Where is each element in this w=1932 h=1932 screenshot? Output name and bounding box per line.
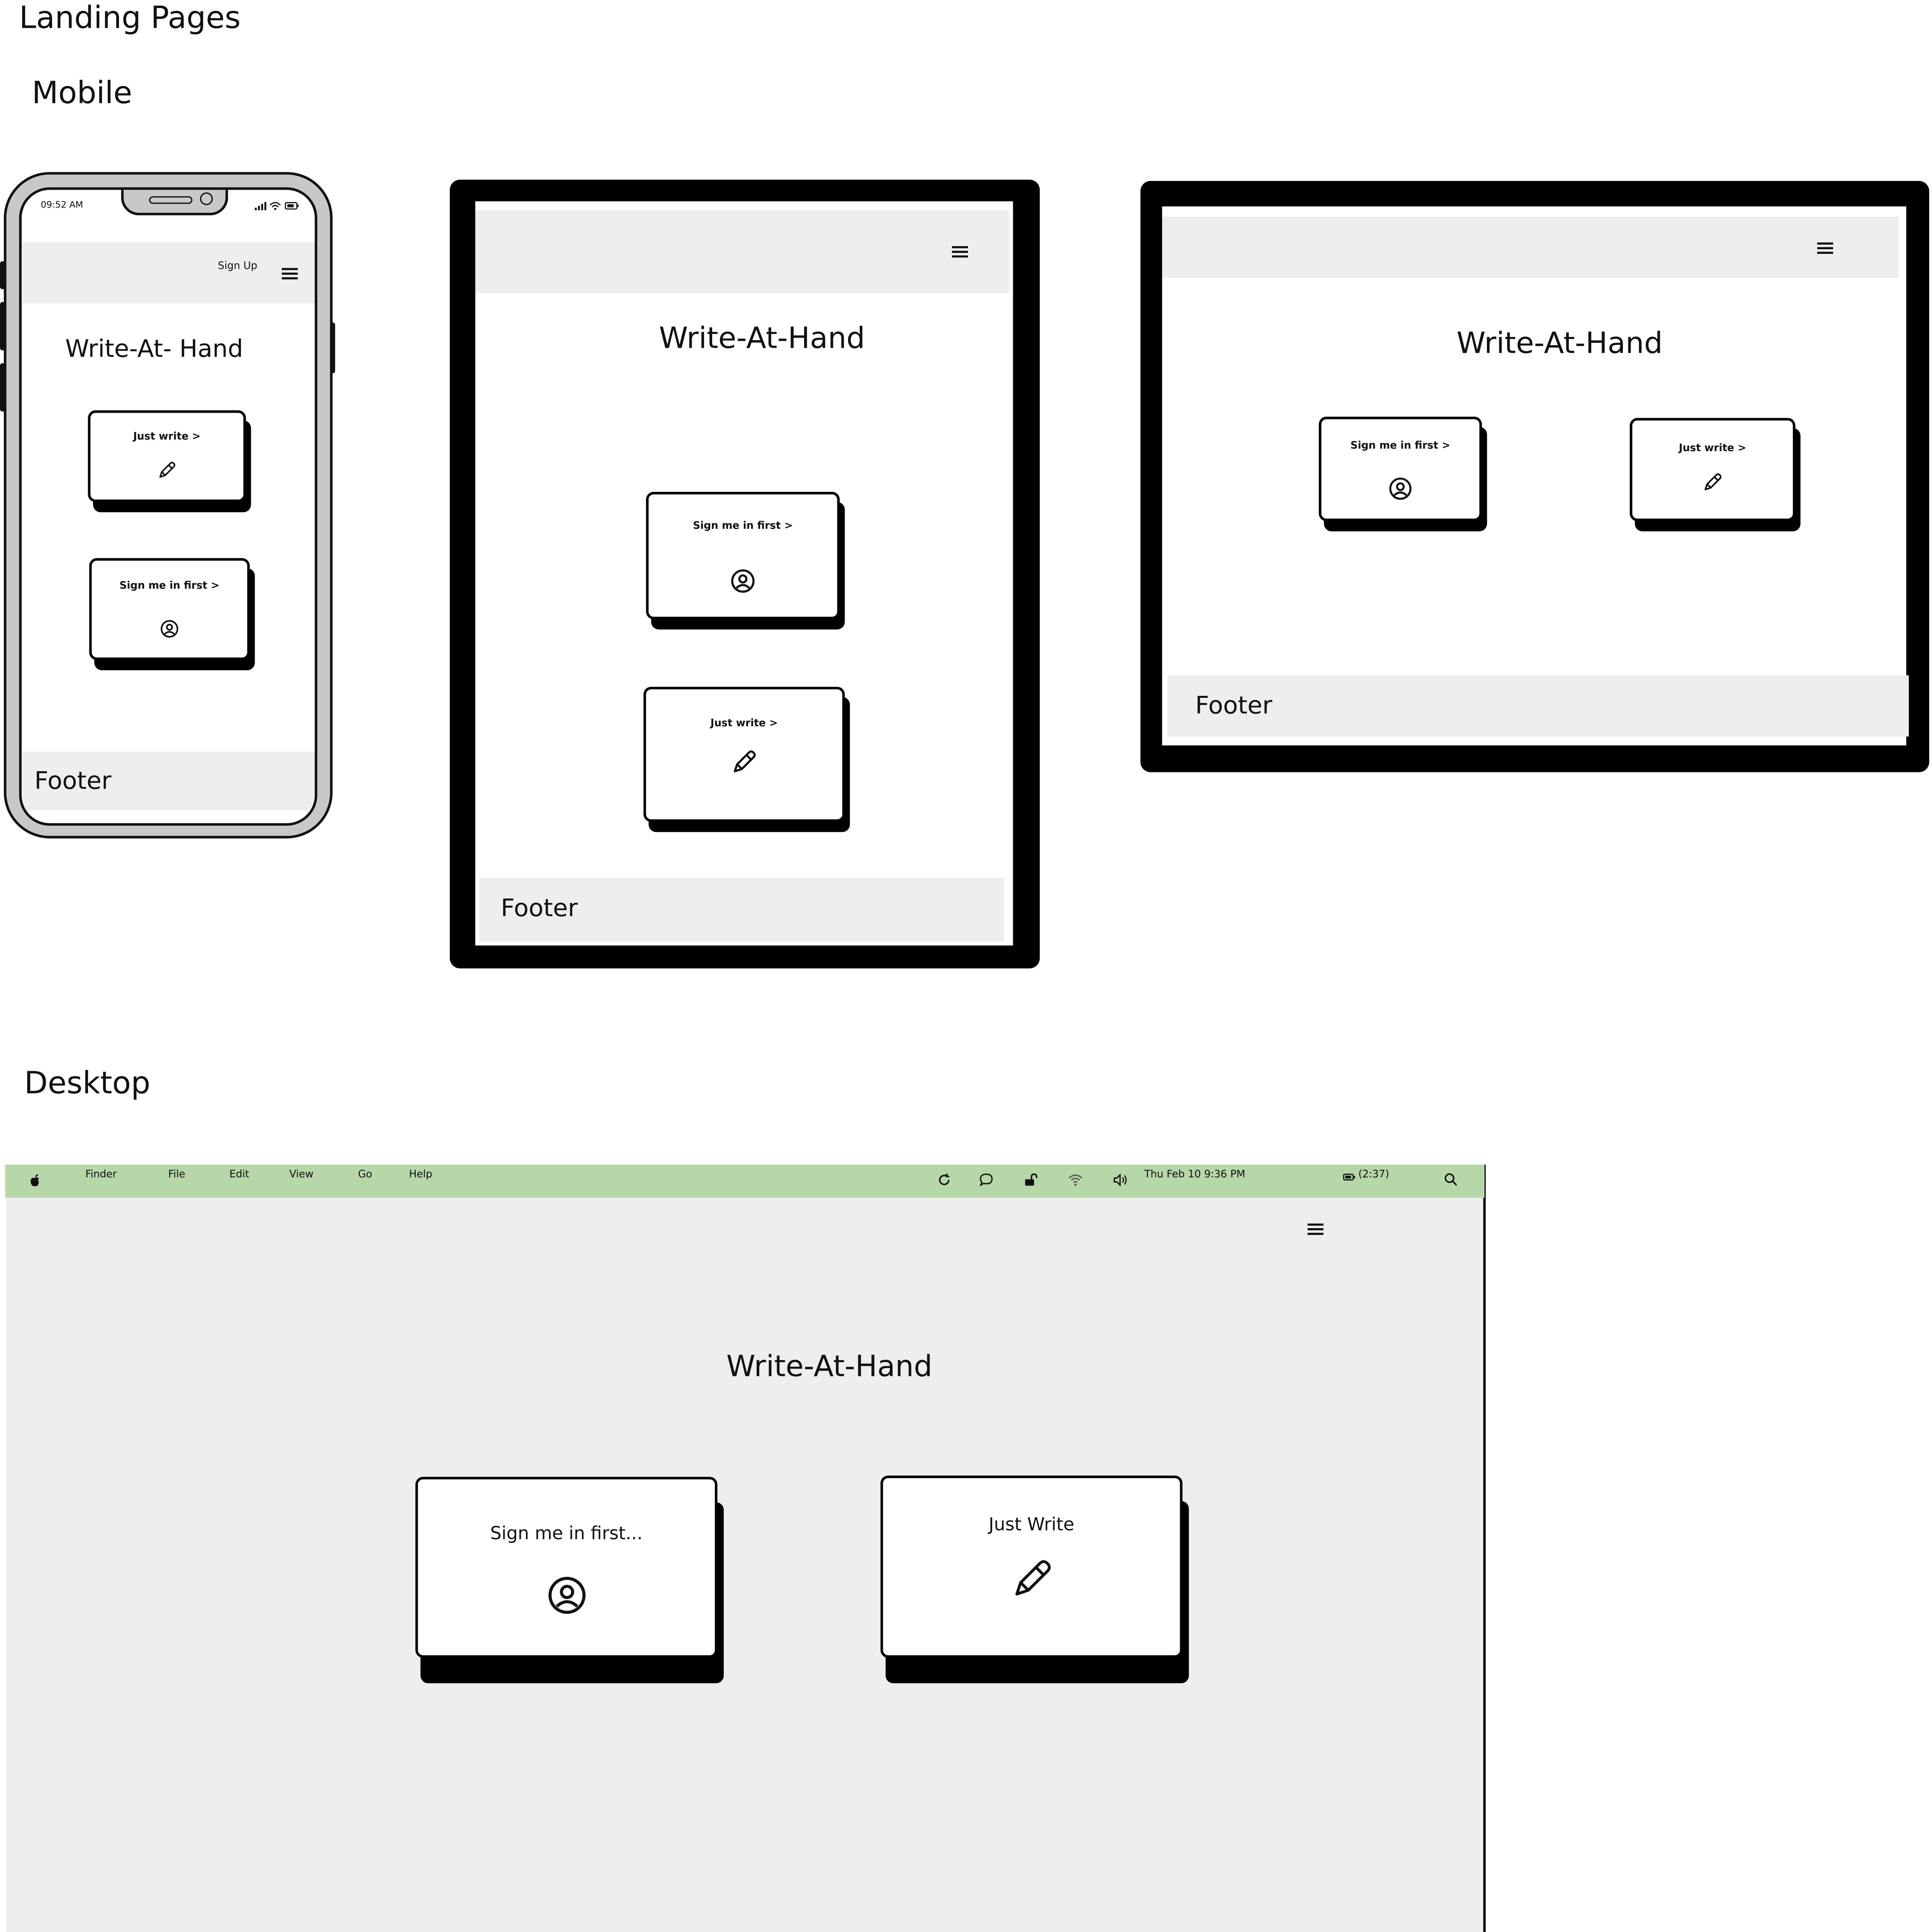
- desktop-mockup: Finder File Edit View Go Help Thu Feb 10…: [5, 1165, 1486, 1932]
- status-time: 09:52 AM: [41, 200, 83, 211]
- card-label: Just Write: [988, 1515, 1075, 1536]
- status-icons: [255, 202, 299, 211]
- just-write-card[interactable]: Just write >: [643, 687, 850, 832]
- sync-icon[interactable]: [937, 1172, 952, 1188]
- pencil-icon: [1015, 1560, 1050, 1596]
- tablet-portrait-header: ≡: [475, 210, 1009, 293]
- wifi-icon[interactable]: [1068, 1172, 1083, 1188]
- tablet-portrait-footer: Footer: [479, 878, 1004, 942]
- just-write-card[interactable]: Just Write: [880, 1475, 1189, 1684]
- phone-screen: 09:52 AM Sign Up ≡ Write-At- Hand Just w…: [19, 187, 318, 826]
- user-circle-icon: [731, 569, 755, 593]
- card-label: Just write >: [710, 717, 778, 729]
- chat-icon[interactable]: [979, 1172, 994, 1188]
- mobile-heading: Mobile: [32, 75, 133, 111]
- menu-item-go[interactable]: Go: [358, 1168, 372, 1180]
- sign-in-card[interactable]: Sign me in first >: [1319, 417, 1487, 532]
- phone-header: Sign Up ≡: [22, 242, 315, 303]
- card-label: Sign me in first >: [693, 520, 793, 532]
- tablet-landscape-footer: Footer: [1167, 675, 1909, 737]
- desktop-footer: Footer: [6, 1924, 1483, 1932]
- card-label: Just write >: [1679, 442, 1747, 454]
- apple-icon[interactable]: [29, 1173, 41, 1187]
- desktop-menubar: Finder File Edit View Go Help Thu Feb 10…: [5, 1165, 1485, 1198]
- user-circle-icon: [548, 1577, 585, 1614]
- menubar-datetime: Thu Feb 10 9:36 PM: [1144, 1168, 1245, 1180]
- app-title: Write-At- Hand: [65, 335, 243, 363]
- search-icon[interactable]: [1444, 1172, 1458, 1186]
- just-write-card[interactable]: Just write >: [1629, 418, 1801, 532]
- signup-link[interactable]: Sign Up: [218, 260, 257, 272]
- app-title: Write-At-Hand: [1456, 327, 1663, 361]
- battery-icon[interactable]: [1343, 1172, 1356, 1182]
- pencil-icon: [733, 750, 756, 772]
- tablet-portrait-mockup: ≡ Write-At-Hand Sign me in first > Just …: [450, 179, 1040, 969]
- desktop-heading: Desktop: [24, 1065, 151, 1101]
- lock-icon[interactable]: [1023, 1172, 1039, 1188]
- card-label: Just write >: [133, 430, 201, 442]
- card-label: Sign me in first...: [490, 1524, 643, 1544]
- card-label: Sign me in first >: [119, 580, 219, 592]
- menu-item-finder[interactable]: Finder: [85, 1168, 117, 1180]
- phone-footer: Footer: [22, 752, 315, 811]
- battery-time: (2:37): [1358, 1168, 1389, 1180]
- user-circle-icon: [160, 620, 179, 638]
- user-circle-icon: [1389, 477, 1412, 500]
- just-write-card[interactable]: Just write >: [88, 410, 251, 512]
- phone-mockup: 09:52 AM Sign Up ≡ Write-At- Hand Just w…: [0, 172, 335, 838]
- volume-icon[interactable]: [1112, 1172, 1129, 1188]
- menu-item-view[interactable]: View: [289, 1168, 314, 1180]
- sign-in-card[interactable]: Sign me in first >: [646, 492, 845, 630]
- card-label: Sign me in first >: [1350, 439, 1451, 451]
- app-title: Write-At-Hand: [659, 322, 865, 356]
- menu-item-file[interactable]: File: [168, 1168, 185, 1180]
- tablet-portrait-screen: ≡ Write-At-Hand Sign me in first > Just …: [475, 201, 1013, 946]
- page-title: Landing Pages: [19, 0, 241, 36]
- menu-item-help[interactable]: Help: [409, 1168, 432, 1180]
- app-title: Write-At-Hand: [726, 1350, 933, 1384]
- menu-item-edit[interactable]: Edit: [229, 1168, 249, 1180]
- hamburger-icon[interactable]: ≡: [949, 236, 971, 267]
- tablet-landscape-mockup: ≡ Write-At-Hand Sign me in first > Just …: [1140, 181, 1929, 772]
- sign-in-card[interactable]: Sign me in first...: [415, 1477, 724, 1684]
- desktop-page: ≡ Write-At-Hand Sign me in first... Just…: [6, 1197, 1483, 1931]
- hamburger-icon[interactable]: ≡: [1814, 232, 1836, 263]
- hamburger-icon[interactable]: ≡: [279, 257, 301, 288]
- tablet-landscape-header: ≡: [1162, 216, 1899, 278]
- pencil-icon: [159, 462, 175, 478]
- pencil-icon: [1704, 473, 1722, 490]
- sign-in-card[interactable]: Sign me in first >: [89, 558, 255, 670]
- tablet-landscape-screen: ≡ Write-At-Hand Sign me in first > Just …: [1162, 206, 1909, 746]
- hamburger-icon[interactable]: ≡: [1304, 1213, 1327, 1244]
